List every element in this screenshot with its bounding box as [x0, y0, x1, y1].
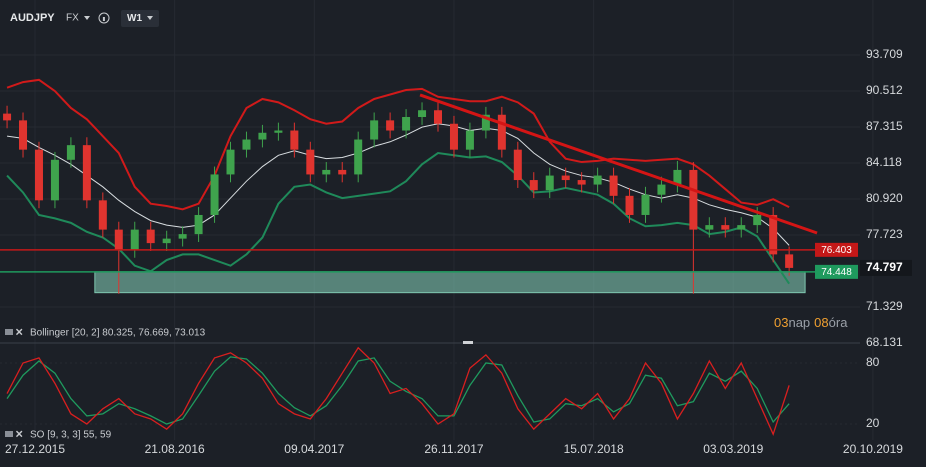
candle-body: [50, 159, 59, 201]
symbol[interactable]: AUDJPY: [10, 12, 55, 24]
candle-body: [481, 114, 490, 131]
candle-body: [226, 149, 235, 175]
candle-body: [210, 174, 219, 215]
candle-body: [66, 145, 75, 160]
y-tick-label: 87.315: [866, 119, 903, 133]
candle-body: [3, 113, 12, 121]
candle-body: [290, 130, 299, 150]
info-icon[interactable]: [98, 12, 110, 24]
y-tick-label: 77.723: [866, 227, 903, 241]
candle-body: [497, 114, 506, 150]
bollinger-label: Bollinger [20, 2] 80.325, 76.669, 73.013: [30, 328, 206, 339]
indicator-close[interactable]: ✕: [15, 328, 23, 339]
candle-body: [737, 225, 746, 230]
candle-body: [130, 229, 139, 250]
x-tick-label: 26.11.2017: [424, 442, 483, 456]
candle-body: [609, 175, 618, 196]
indicator-settings-icon[interactable]: [5, 329, 13, 335]
candle-body: [673, 169, 682, 185]
level-tag-label: 74.448: [821, 267, 852, 278]
so-k: [6, 346, 790, 437]
bollinger-upper: [6, 78, 790, 211]
candle-body: [769, 214, 778, 255]
timeframe-button[interactable]: [121, 10, 159, 27]
candle-body: [434, 110, 443, 124]
y-tick-label: 80: [866, 355, 880, 369]
candle-body: [82, 145, 91, 201]
support-zone: [94, 271, 806, 294]
candle-body: [418, 110, 427, 118]
y-tick-label: 90.512: [866, 83, 903, 97]
candle-body: [449, 123, 458, 150]
y-tick-label: 93.709: [866, 47, 903, 61]
candle-body: [258, 132, 267, 140]
candle-body: [545, 175, 554, 191]
candle-body: [402, 117, 411, 131]
x-tick-label: 20.10.2019: [843, 442, 903, 456]
candle-body: [354, 139, 363, 175]
x-tick-label: 21.08.2016: [145, 442, 205, 456]
candle-body: [242, 139, 251, 150]
candle-body: [657, 184, 666, 195]
timeframe: W1: [127, 13, 142, 24]
candle-body: [465, 130, 474, 150]
candle-body: [34, 149, 43, 201]
info-icon-bar: [102, 17, 105, 21]
oscillator-label: SO [9, 3, 3] 55, 59: [30, 430, 112, 441]
market-dropdown[interactable]: [84, 16, 90, 20]
level-tag: [815, 242, 858, 257]
indicator-close[interactable]: ✕: [15, 430, 23, 441]
candle-body: [306, 149, 315, 175]
candle-body: [529, 180, 538, 191]
candle-body: [641, 194, 650, 215]
level-tag-label: 76.403: [821, 245, 852, 256]
y-tick-label: 71.329: [866, 299, 903, 313]
candle-body: [98, 200, 107, 230]
trendline: [419, 93, 818, 235]
candle-body: [593, 175, 602, 185]
candle-body: [274, 130, 283, 133]
candle-body: [194, 214, 203, 235]
bollinger-middle: [6, 123, 790, 246]
candle-body: [753, 214, 762, 226]
timeframe-dropdown[interactable]: [147, 16, 153, 20]
panel-resize-handle[interactable]: [463, 341, 473, 344]
market[interactable]: FX: [66, 13, 79, 24]
last-price: 74.797: [866, 260, 903, 274]
candle-body: [322, 169, 331, 175]
last-price-tag: [860, 259, 912, 276]
y-tick-label: 68.131: [866, 335, 903, 349]
x-tick-label: 15.07.2018: [564, 442, 624, 456]
candle-body: [146, 229, 155, 244]
candle-body: [370, 120, 379, 140]
candle-body: [513, 149, 522, 181]
y-tick-label: 80.920: [866, 191, 903, 205]
candle-body: [689, 169, 698, 230]
so-d: [6, 356, 790, 425]
candle-body: [162, 238, 171, 244]
y-tick-label: 20: [866, 416, 880, 430]
level-tag: [815, 264, 858, 279]
candle-body: [114, 229, 123, 250]
countdown: 03nap 08óra: [774, 315, 848, 330]
candle-body: [625, 195, 634, 215]
x-tick-label: 09.04.2017: [284, 442, 344, 456]
candle-body: [577, 180, 586, 185]
candle-body: [561, 175, 570, 181]
candle-body: [178, 234, 187, 239]
candle-body: [19, 120, 28, 150]
candle-body: [338, 169, 347, 175]
candle-body: [705, 225, 714, 230]
y-tick-label: 84.118: [866, 155, 902, 169]
candle-body: [785, 254, 794, 268]
indicator-settings-icon[interactable]: [5, 431, 13, 437]
candle-body: [721, 225, 730, 230]
candle-body: [386, 120, 395, 131]
bollinger-lower: [6, 151, 790, 285]
x-tick-label: 03.03.2019: [703, 442, 763, 456]
x-tick-label: 27.12.2015: [5, 442, 65, 456]
